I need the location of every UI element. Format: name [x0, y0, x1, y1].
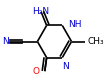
- Text: H₂N: H₂N: [33, 7, 50, 16]
- Text: O: O: [32, 67, 39, 76]
- Text: NH: NH: [68, 20, 81, 29]
- Text: CH₃: CH₃: [87, 37, 104, 46]
- Text: N: N: [2, 37, 9, 46]
- Text: N: N: [62, 62, 68, 71]
